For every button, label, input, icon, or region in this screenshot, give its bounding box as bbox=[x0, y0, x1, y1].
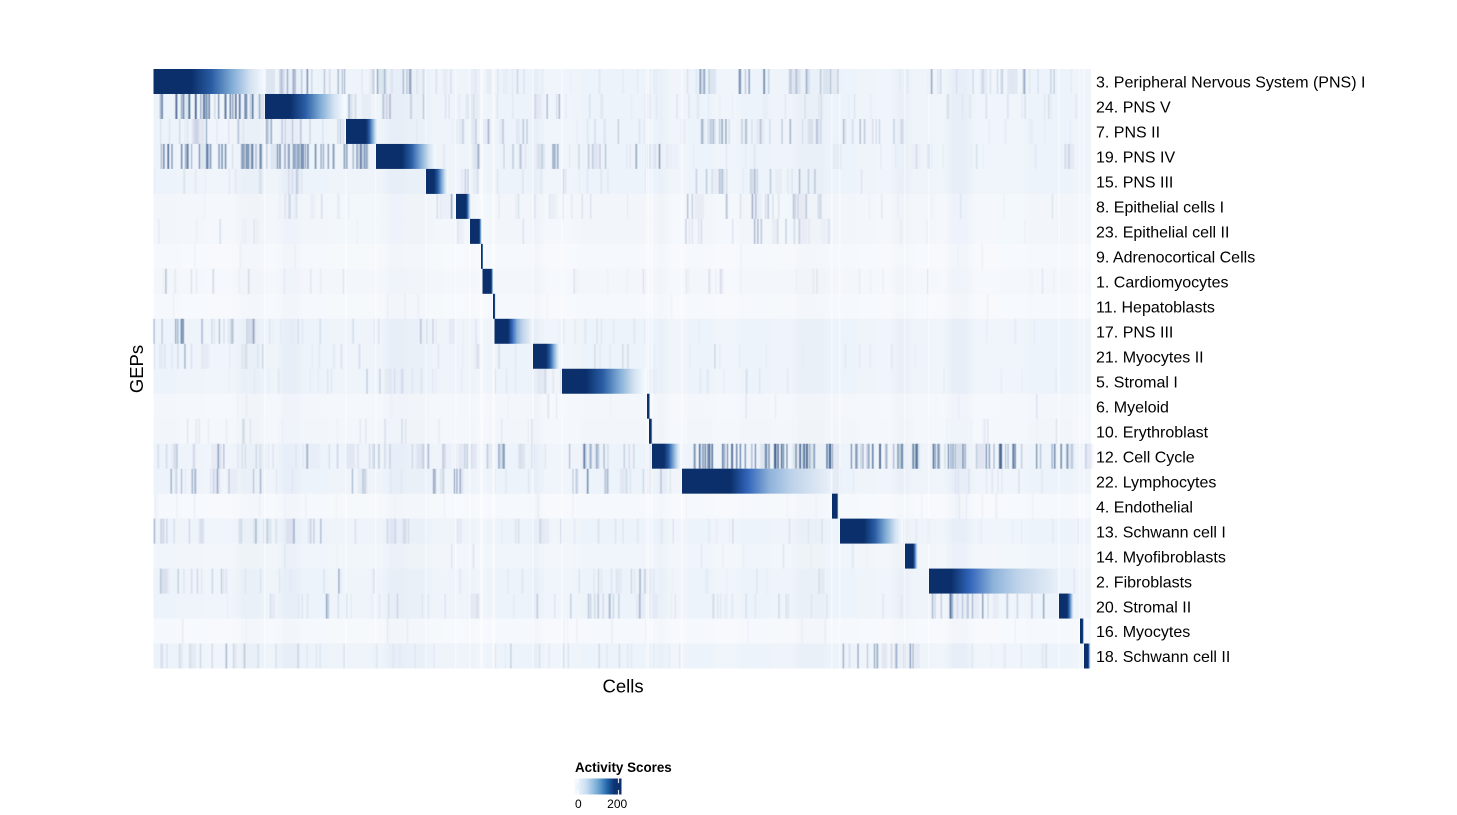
svg-text:20. Stromal II: 20. Stromal II bbox=[1096, 599, 1191, 616]
svg-text:17. PNS III: 17. PNS III bbox=[1096, 325, 1173, 342]
svg-text:21. Myocytes II: 21. Myocytes II bbox=[1096, 350, 1204, 367]
svg-text:GEPs: GEPs bbox=[126, 345, 147, 393]
svg-text:0: 0 bbox=[575, 797, 582, 811]
svg-text:14. Myofibroblasts: 14. Myofibroblasts bbox=[1096, 549, 1226, 566]
svg-text:Cells: Cells bbox=[603, 675, 644, 696]
svg-text:19. PNS IV: 19. PNS IV bbox=[1096, 150, 1175, 167]
svg-text:4. Endothelial: 4. Endothelial bbox=[1096, 499, 1193, 516]
svg-text:9. Adrenocortical Cells: 9. Adrenocortical Cells bbox=[1096, 250, 1255, 267]
svg-text:24. PNS V: 24. PNS V bbox=[1096, 100, 1171, 117]
svg-text:16. Myocytes: 16. Myocytes bbox=[1096, 624, 1190, 641]
svg-text:3. Peripheral Nervous System (: 3. Peripheral Nervous System (PNS) I bbox=[1096, 75, 1365, 92]
svg-text:15. PNS III: 15. PNS III bbox=[1096, 175, 1173, 192]
svg-text:8. Epithelial cells I: 8. Epithelial cells I bbox=[1096, 200, 1224, 217]
svg-text:11. Hepatoblasts: 11. Hepatoblasts bbox=[1096, 300, 1215, 317]
svg-text:7. PNS II: 7. PNS II bbox=[1096, 125, 1160, 142]
svg-text:10. Erythroblast: 10. Erythroblast bbox=[1096, 424, 1209, 441]
svg-text:12. Cell Cycle: 12. Cell Cycle bbox=[1096, 449, 1195, 466]
svg-text:13. Schwann cell I: 13. Schwann cell I bbox=[1096, 524, 1226, 541]
svg-text:23. Epithelial cell II: 23. Epithelial cell II bbox=[1096, 225, 1229, 242]
svg-text:Activity Scores: Activity Scores bbox=[575, 760, 672, 775]
svg-text:1. Cardiomyocytes: 1. Cardiomyocytes bbox=[1096, 275, 1229, 292]
svg-text:2. Fibroblasts: 2. Fibroblasts bbox=[1096, 574, 1192, 591]
svg-text:6. Myeloid: 6. Myeloid bbox=[1096, 399, 1169, 416]
svg-text:18. Schwann cell II: 18. Schwann cell II bbox=[1096, 649, 1230, 666]
svg-text:200: 200 bbox=[607, 797, 627, 811]
svg-text:22. Lymphocytes: 22. Lymphocytes bbox=[1096, 474, 1216, 491]
svg-text:5. Stromal I: 5. Stromal I bbox=[1096, 374, 1178, 391]
